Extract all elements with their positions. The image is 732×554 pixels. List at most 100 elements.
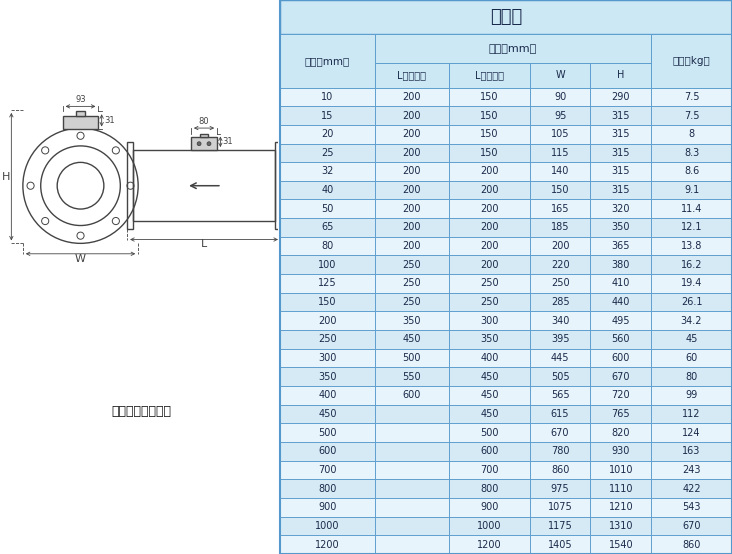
Text: 440: 440 <box>612 297 630 307</box>
Text: 450: 450 <box>318 409 337 419</box>
Circle shape <box>42 218 49 224</box>
Bar <box>530 125 591 143</box>
Text: 34.2: 34.2 <box>681 316 702 326</box>
Text: 19.4: 19.4 <box>681 279 702 289</box>
Text: 7.5: 7.5 <box>684 110 699 121</box>
Bar <box>280 330 375 349</box>
Bar <box>530 274 591 293</box>
Bar <box>530 498 591 517</box>
Bar <box>591 293 651 311</box>
Bar <box>449 63 530 88</box>
Circle shape <box>77 232 84 239</box>
Text: 600: 600 <box>612 353 630 363</box>
Bar <box>449 386 530 405</box>
Bar <box>280 125 375 143</box>
Text: 820: 820 <box>611 428 630 438</box>
Bar <box>280 106 375 125</box>
Text: 565: 565 <box>550 391 569 401</box>
Bar <box>591 535 651 554</box>
Text: 20: 20 <box>321 129 334 139</box>
Bar <box>651 535 732 554</box>
Text: 125: 125 <box>318 279 337 289</box>
Text: 860: 860 <box>682 540 701 550</box>
Bar <box>651 218 732 237</box>
Bar <box>375 461 449 479</box>
Bar <box>530 106 591 125</box>
Text: 1310: 1310 <box>608 521 633 531</box>
Bar <box>591 125 651 143</box>
Text: 200: 200 <box>403 92 421 102</box>
Bar <box>280 423 375 442</box>
Text: 140: 140 <box>551 167 569 177</box>
Text: L（四氟）: L（四氟） <box>397 70 426 80</box>
Text: 670: 670 <box>551 428 569 438</box>
Bar <box>651 293 732 311</box>
Text: 860: 860 <box>551 465 569 475</box>
Bar <box>651 34 732 88</box>
Bar <box>530 423 591 442</box>
Text: 95: 95 <box>554 110 567 121</box>
Bar <box>591 461 651 479</box>
Text: 500: 500 <box>480 428 498 438</box>
Text: 315: 315 <box>611 110 630 121</box>
Bar <box>75 111 86 116</box>
Text: 350: 350 <box>403 316 421 326</box>
Bar <box>591 237 651 255</box>
Bar <box>530 218 591 237</box>
Bar <box>280 461 375 479</box>
Text: 1175: 1175 <box>548 521 572 531</box>
Text: 13.8: 13.8 <box>681 241 702 251</box>
Bar <box>530 479 591 498</box>
Bar <box>591 349 651 367</box>
Bar <box>280 34 732 88</box>
Text: 105: 105 <box>551 129 569 139</box>
Bar <box>651 199 732 218</box>
Bar <box>651 461 732 479</box>
Text: 11.4: 11.4 <box>681 204 702 214</box>
Circle shape <box>112 218 119 224</box>
Bar <box>591 311 651 330</box>
Text: 重量（kg）: 重量（kg） <box>673 56 711 66</box>
Text: 8.6: 8.6 <box>684 167 699 177</box>
Bar <box>375 367 449 386</box>
Text: 115: 115 <box>551 148 569 158</box>
Text: 340: 340 <box>551 316 569 326</box>
Bar <box>375 88 449 106</box>
Text: 165: 165 <box>551 204 569 214</box>
Text: 200: 200 <box>403 241 421 251</box>
Text: 尺寸（mm）: 尺寸（mm） <box>489 44 537 54</box>
Text: 1210: 1210 <box>608 502 633 512</box>
Bar <box>591 386 651 405</box>
Text: 200: 200 <box>480 167 498 177</box>
Text: 15: 15 <box>321 110 334 121</box>
Text: 975: 975 <box>550 484 569 494</box>
Circle shape <box>207 142 211 146</box>
Bar <box>530 255 591 274</box>
Text: 365: 365 <box>611 241 630 251</box>
Bar <box>591 423 651 442</box>
Bar <box>591 88 651 106</box>
Bar <box>449 106 530 125</box>
Bar <box>280 498 375 517</box>
Text: 分体式: 分体式 <box>490 8 523 26</box>
Bar <box>449 479 530 498</box>
Text: 200: 200 <box>403 223 421 233</box>
Text: 450: 450 <box>480 409 498 419</box>
Bar <box>375 218 449 237</box>
Bar <box>530 143 591 162</box>
Bar <box>530 162 591 181</box>
Text: 80: 80 <box>685 372 698 382</box>
Bar <box>591 181 651 199</box>
Text: 780: 780 <box>551 447 569 456</box>
Bar <box>280 293 375 311</box>
Text: 200: 200 <box>480 185 498 195</box>
Text: 600: 600 <box>480 447 498 456</box>
Text: 290: 290 <box>611 92 630 102</box>
Text: 410: 410 <box>612 279 630 289</box>
Bar <box>375 143 449 162</box>
Bar <box>591 255 651 274</box>
Text: 450: 450 <box>403 335 421 345</box>
Text: 10: 10 <box>321 92 334 102</box>
Bar <box>651 386 732 405</box>
Text: 500: 500 <box>403 353 421 363</box>
